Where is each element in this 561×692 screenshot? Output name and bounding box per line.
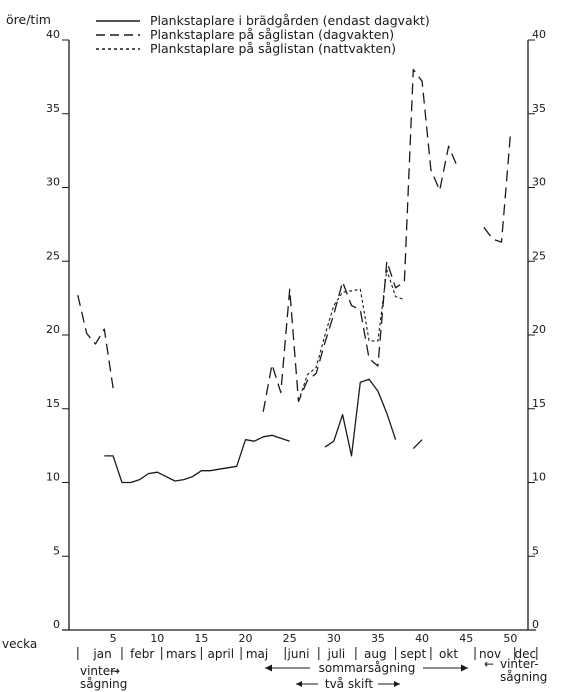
left-y-tick-label: 15 [46, 397, 60, 410]
left-y-tick-label: 5 [53, 544, 60, 557]
y-ticks: 0 0 5 5 10 10 15 15 20 20 25 25 30 30 35 35 40 40 [46, 28, 546, 631]
left-y-tick-label: 0 [53, 618, 60, 631]
month-label: dec [515, 647, 537, 661]
x-axis-title: vecka [2, 637, 37, 651]
x-tick-label: 10 [150, 632, 164, 645]
left-y-tick-label: 10 [46, 471, 60, 484]
legend-label-dotted: Plankstaplare på såglistan (nattvakten) [150, 41, 396, 56]
summer-arrow-right-head [461, 664, 468, 672]
two-shift-arrow-right-head [394, 681, 400, 687]
series-dotted-segment-1 [297, 269, 405, 402]
x-tick-label: 5 [110, 632, 117, 645]
right-y-tick-label: 5 [532, 544, 539, 557]
month-label: mars [166, 647, 196, 661]
right-y-tick-label: 40 [532, 28, 546, 41]
season-annotations: vinter-sågning → sommarsågning två skift… [80, 657, 547, 691]
month-label: febr [130, 647, 154, 661]
left-y-tick-label: 35 [46, 102, 60, 115]
x-tick-label: 40 [415, 632, 429, 645]
legend-label-dashed: Plankstaplare på såglistan (dagvakten) [150, 27, 394, 42]
y-axis-title: öre/tim [6, 12, 51, 27]
left-y-tick-label: 30 [46, 176, 60, 189]
left-y-tick-label: 40 [46, 28, 60, 41]
left-y-tick-label: 20 [46, 323, 60, 336]
month-label: maj [246, 647, 268, 661]
winter-sawing-end-label: vinter-sågning [500, 657, 547, 684]
x-tick-label: 30 [327, 632, 341, 645]
right-y-tick-label: 0 [532, 618, 539, 631]
month-label: aug [364, 647, 387, 661]
two-shift-arrow-left-head [296, 681, 302, 687]
winter-start-arrow: → [110, 664, 120, 678]
x-tick-label: 45 [459, 632, 473, 645]
x-tick-label: 50 [503, 632, 517, 645]
series-lines [77, 68, 511, 484]
x-tick-label: 25 [283, 632, 297, 645]
series-solid-segment-3 [412, 439, 423, 450]
series-dashed-segment-2 [262, 68, 458, 412]
month-label: april [208, 647, 235, 661]
x-axis-labels: vecka 5 10 15 20 25 30 35 40 45 50 jan febr mars april… [2, 632, 538, 661]
x-tick-label: 35 [371, 632, 385, 645]
two-shifts-label: två skift [325, 677, 374, 691]
right-y-tick-label: 25 [532, 249, 546, 262]
series-dashed-segment-3 [483, 135, 511, 243]
month-label: sept [400, 647, 426, 661]
legend: Plankstaplare i brädgården (endast dagva… [96, 13, 430, 56]
x-tick-label: 15 [194, 632, 208, 645]
right-y-tick-label: 10 [532, 471, 546, 484]
right-y-tick-label: 30 [532, 176, 546, 189]
winter-sawing-start-label: vinter-sågning [80, 664, 127, 691]
month-label: nov [479, 647, 501, 661]
series-solid-segment-1 [104, 434, 290, 484]
series-solid-segment-2 [324, 378, 397, 457]
month-label: okt [439, 647, 458, 661]
series-dashed-segment-1 [77, 295, 114, 389]
right-y-tick-label: 35 [532, 102, 546, 115]
winter-end-arrow: ← [484, 657, 494, 671]
legend-label-solid: Plankstaplare i brädgården (endast dagva… [150, 13, 430, 28]
month-label: juli [327, 647, 346, 661]
right-y-tick-label: 20 [532, 323, 546, 336]
summer-arrow-left-head [265, 664, 272, 672]
summer-sawing-label: sommarsågning [319, 661, 416, 675]
month-label: jan [92, 647, 111, 661]
x-tick-label: 20 [239, 632, 253, 645]
left-y-tick-label: 25 [46, 249, 60, 262]
right-y-tick-label: 15 [532, 397, 546, 410]
month-label: juni [287, 647, 310, 661]
